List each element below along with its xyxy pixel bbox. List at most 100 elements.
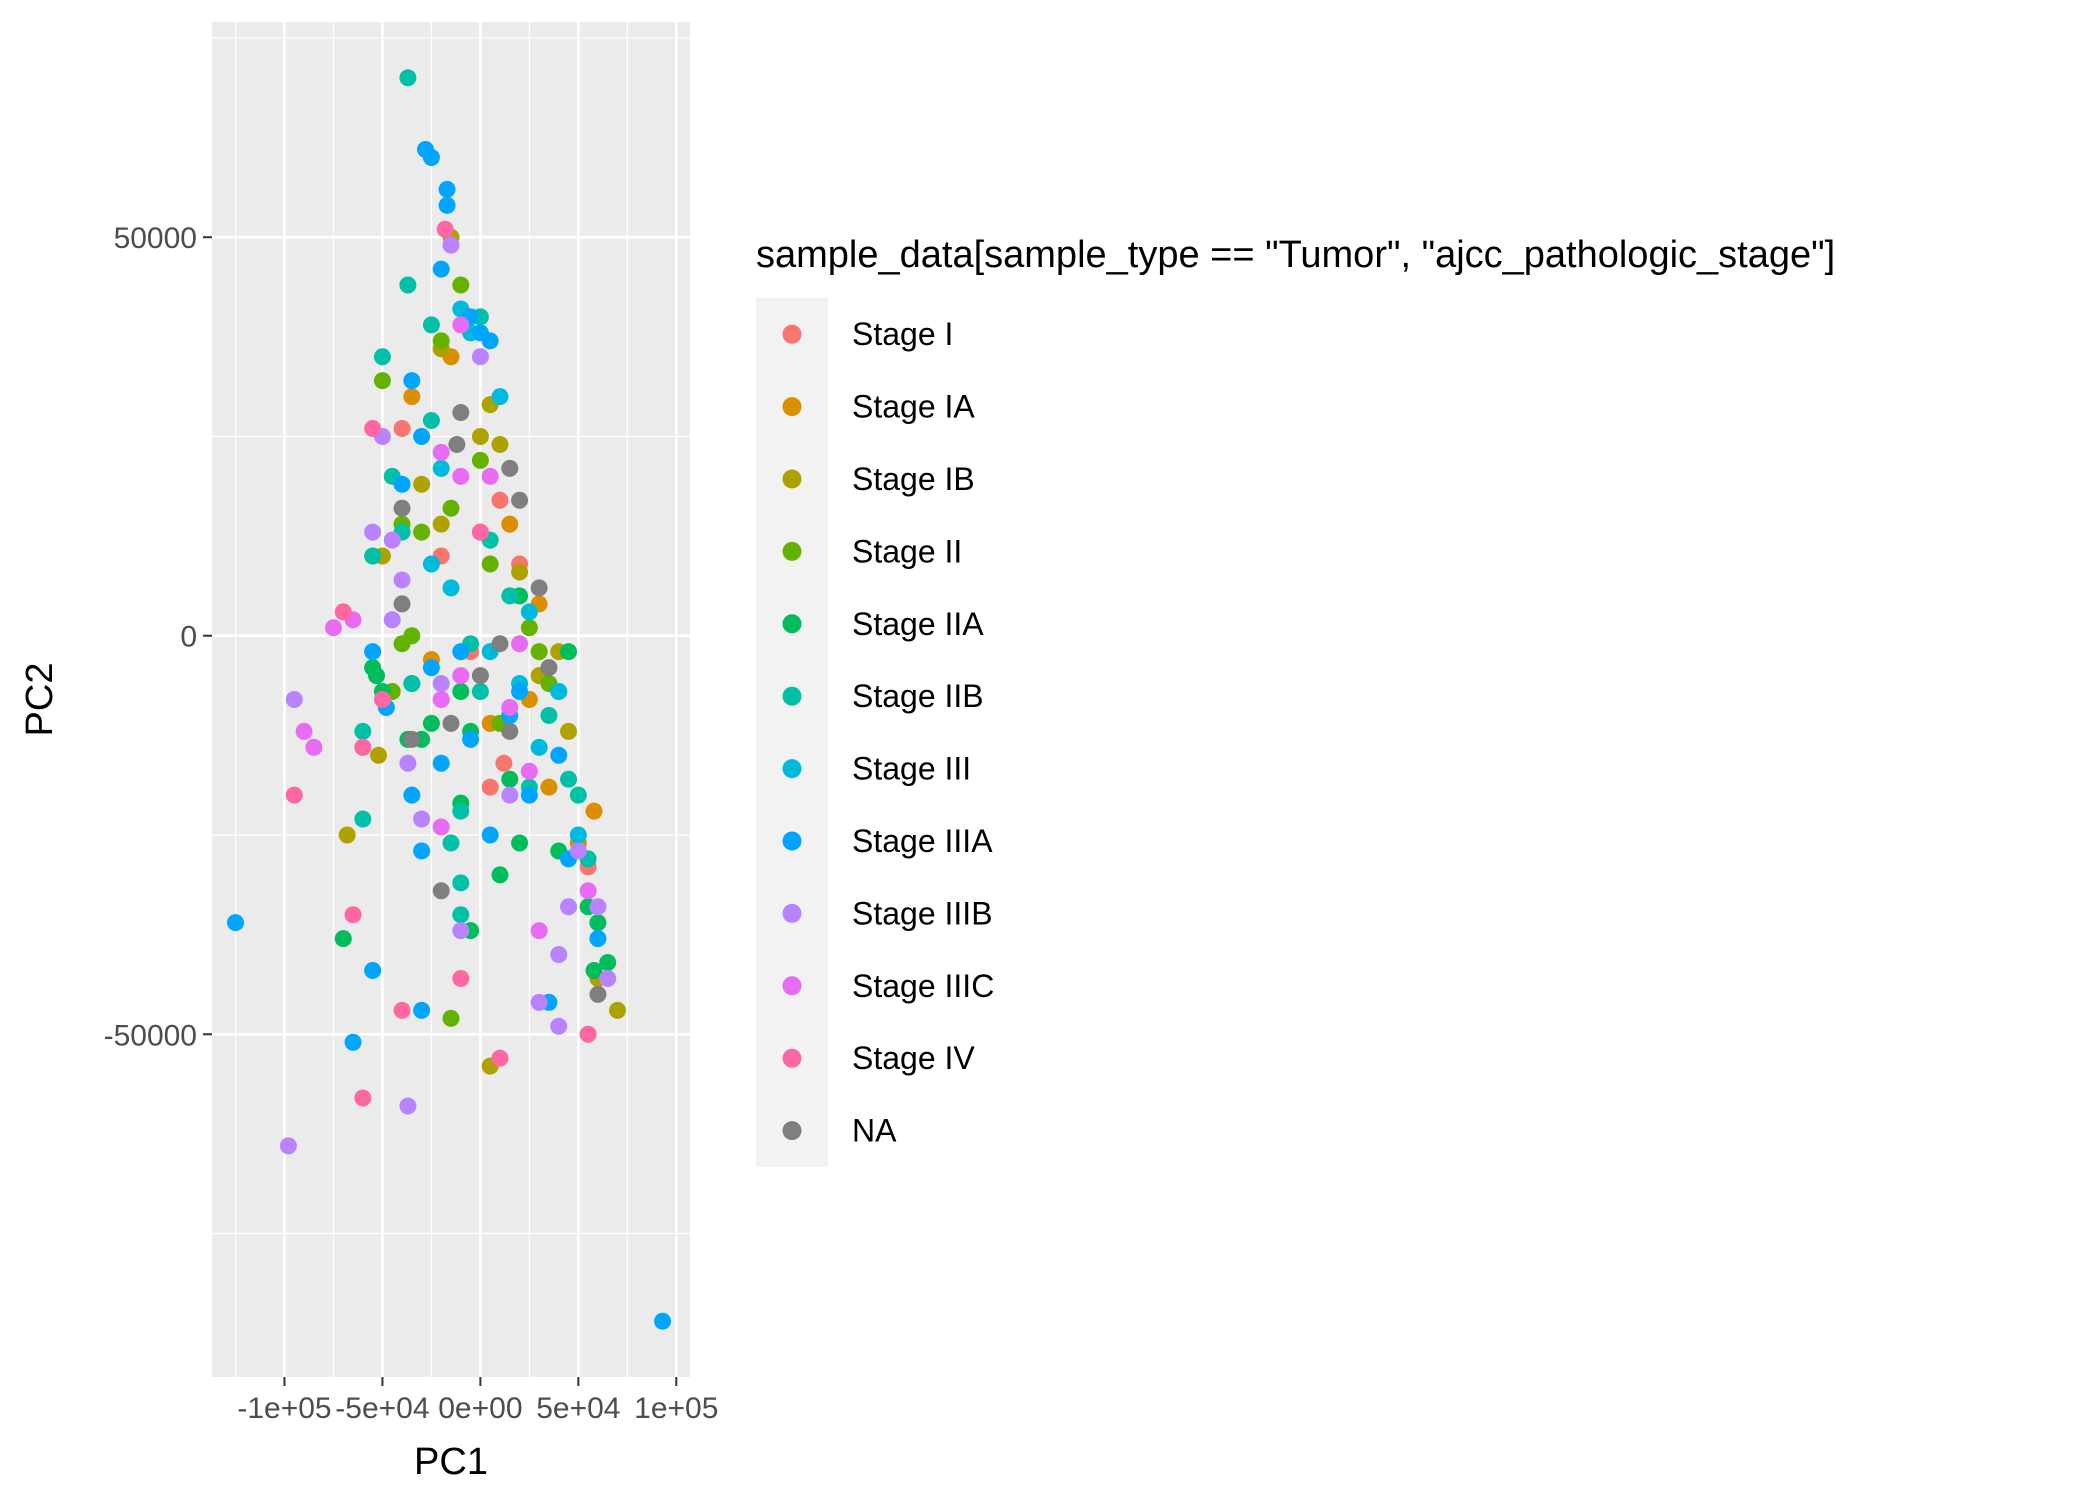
data-point (520, 603, 538, 621)
data-point (501, 770, 519, 788)
data-point (344, 906, 362, 924)
legend: sample_data[sample_type == "Tumor", "ajc… (756, 234, 1835, 1167)
data-point (432, 332, 450, 350)
data-point (422, 412, 440, 430)
data-point (295, 722, 313, 740)
data-point (285, 786, 303, 804)
data-point (481, 467, 499, 485)
data-point (438, 196, 456, 214)
data-point (589, 914, 607, 932)
legend-label: Stage I (852, 316, 953, 352)
data-point (550, 746, 568, 764)
data-point (520, 786, 538, 804)
data-point (432, 675, 450, 693)
data-point (442, 834, 460, 852)
data-point (452, 802, 470, 820)
legend-key (782, 324, 802, 344)
y-tick-label: 50000 (114, 222, 197, 255)
data-point (501, 459, 519, 477)
data-point (413, 523, 431, 541)
data-point (422, 659, 440, 677)
data-point (422, 149, 440, 166)
data-point (520, 762, 538, 780)
data-point (438, 180, 456, 198)
data-point (370, 746, 388, 764)
data-point (452, 683, 470, 701)
data-point (442, 579, 460, 597)
axes: -1e+05 -5e+04 0e+00 5e+04 1e+05 -50000 0 50000 (104, 222, 719, 1425)
y-tick-label: 0 (180, 621, 197, 654)
data-point (452, 922, 470, 940)
data-point (403, 388, 421, 406)
legend-label: Stage IV (852, 1040, 975, 1076)
legend-key (782, 831, 802, 851)
data-point (501, 698, 519, 716)
data-point (442, 236, 460, 254)
data-point (501, 722, 519, 740)
data-point (432, 515, 450, 533)
data-point (403, 675, 421, 693)
data-point (383, 611, 401, 629)
data-point (569, 826, 587, 844)
data-point (481, 555, 499, 573)
data-point (481, 778, 499, 796)
data-point (354, 1089, 372, 1107)
legend-key-background (756, 298, 828, 1167)
legend-label: Stage IIIB (852, 895, 993, 931)
data-point (393, 595, 411, 613)
data-point (422, 555, 440, 573)
data-point (589, 898, 607, 916)
data-point (491, 866, 509, 884)
data-point (364, 420, 382, 437)
data-point (530, 922, 548, 940)
legend-key (782, 469, 802, 489)
data-point (422, 714, 440, 732)
data-point (393, 475, 411, 493)
legend-key (782, 1048, 802, 1068)
data-point (399, 754, 417, 772)
data-point (520, 619, 538, 637)
data-point (560, 722, 578, 740)
data-point (432, 443, 450, 461)
data-point (432, 818, 450, 836)
legend-key (782, 1121, 802, 1141)
data-point (399, 1097, 417, 1115)
data-point (452, 906, 470, 924)
data-point (413, 1001, 431, 1019)
data-point (585, 962, 603, 979)
y-axis-title: PC2 (19, 663, 61, 737)
legend-key (782, 614, 802, 634)
data-point (654, 1312, 672, 1330)
legend-key (782, 541, 802, 561)
data-point (413, 810, 431, 828)
data-point (373, 348, 391, 366)
data-point (403, 627, 421, 645)
legend-label: Stage IIA (852, 606, 984, 642)
data-point (540, 778, 558, 796)
data-point (452, 467, 470, 485)
data-point (550, 683, 568, 701)
x-tick-label: -1e+05 (237, 1392, 331, 1425)
data-point (511, 683, 529, 701)
data-point (338, 826, 356, 844)
data-point (530, 993, 548, 1011)
data-point (579, 1025, 597, 1043)
data-point (452, 667, 470, 685)
data-point (491, 1049, 509, 1067)
legend-label: Stage IA (852, 389, 975, 425)
data-point (393, 571, 411, 589)
data-point (471, 348, 489, 366)
data-point (227, 914, 245, 932)
data-point (383, 531, 401, 549)
data-point (481, 332, 499, 350)
data-point (403, 730, 421, 748)
data-point (364, 643, 382, 661)
data-point (324, 619, 342, 637)
data-point (279, 1137, 297, 1155)
legend-title: sample_data[sample_type == "Tumor", "ajc… (756, 234, 1835, 276)
data-point (354, 810, 372, 828)
data-point (540, 659, 558, 677)
data-point (452, 404, 470, 422)
data-point (471, 667, 489, 685)
